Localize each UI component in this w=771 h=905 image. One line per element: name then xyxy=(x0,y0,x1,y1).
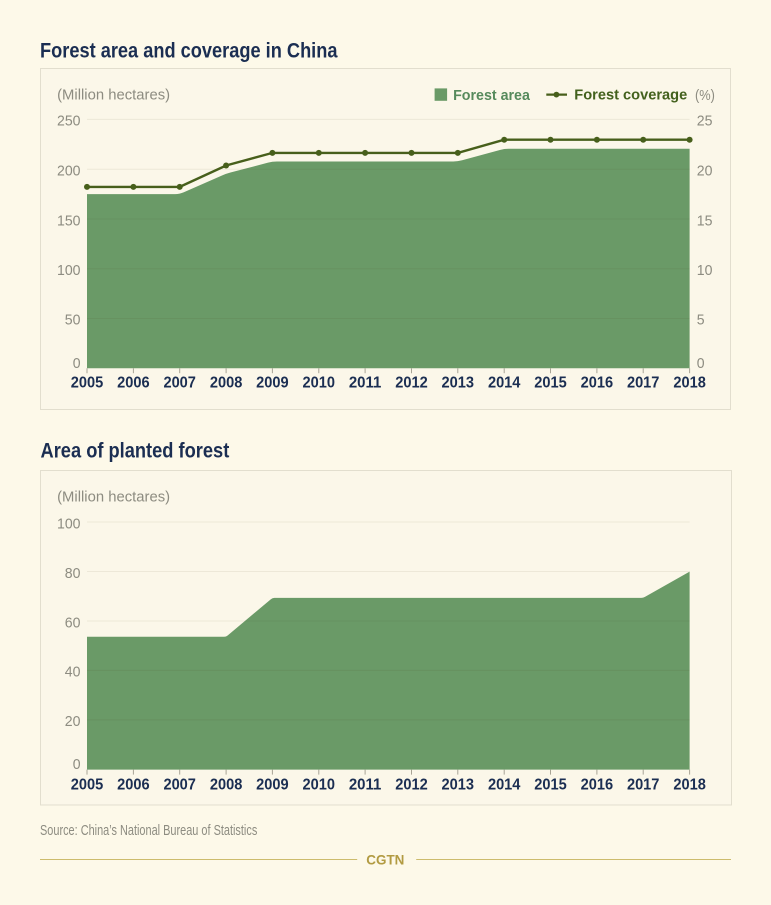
svg-text:2012: 2012 xyxy=(395,777,428,794)
svg-text:2014: 2014 xyxy=(488,375,521,392)
svg-text:150: 150 xyxy=(57,212,81,229)
svg-text:CGTN: CGTN xyxy=(366,852,404,868)
svg-text:2006: 2006 xyxy=(117,777,150,794)
svg-text:Forest area: Forest area xyxy=(453,87,530,104)
svg-text:20: 20 xyxy=(65,713,81,730)
svg-text:50: 50 xyxy=(65,312,81,329)
svg-text:2015: 2015 xyxy=(534,777,567,794)
svg-text:2017: 2017 xyxy=(627,375,660,392)
svg-text:2007: 2007 xyxy=(163,375,196,392)
svg-text:2018: 2018 xyxy=(673,777,706,794)
svg-text:Forest area and coverage in Ch: Forest area and coverage in China xyxy=(40,40,338,63)
svg-text:2010: 2010 xyxy=(303,777,336,794)
svg-text:15: 15 xyxy=(697,212,713,229)
svg-text:200: 200 xyxy=(57,163,81,180)
svg-text:2011: 2011 xyxy=(349,375,382,392)
svg-text:2013: 2013 xyxy=(442,375,475,392)
svg-text:100: 100 xyxy=(57,262,81,279)
svg-text:0: 0 xyxy=(697,355,705,372)
svg-text:2014: 2014 xyxy=(488,777,521,794)
svg-text:(%): (%) xyxy=(695,88,715,104)
svg-text:2017: 2017 xyxy=(627,777,660,794)
svg-text:20: 20 xyxy=(697,163,713,180)
svg-text:Forest coverage: Forest coverage xyxy=(574,87,687,104)
svg-text:2011: 2011 xyxy=(349,777,382,794)
svg-text:2012: 2012 xyxy=(395,375,428,392)
svg-text:2009: 2009 xyxy=(256,777,289,794)
svg-text:2015: 2015 xyxy=(534,375,567,392)
svg-text:80: 80 xyxy=(65,565,81,582)
svg-text:2006: 2006 xyxy=(117,375,150,392)
svg-text:25: 25 xyxy=(697,113,713,130)
svg-text:100: 100 xyxy=(57,515,81,532)
svg-text:60: 60 xyxy=(65,614,81,631)
svg-text:250: 250 xyxy=(57,113,81,130)
svg-text:Area of planted forest: Area of planted forest xyxy=(41,440,230,463)
svg-text:2016: 2016 xyxy=(581,375,614,392)
svg-text:2005: 2005 xyxy=(71,777,104,794)
svg-text:0: 0 xyxy=(73,355,81,372)
svg-text:40: 40 xyxy=(65,664,81,681)
svg-text:2010: 2010 xyxy=(303,375,336,392)
svg-text:2007: 2007 xyxy=(163,777,196,794)
svg-text:5: 5 xyxy=(697,312,705,329)
svg-text:2018: 2018 xyxy=(673,375,706,392)
svg-text:(Million hectares): (Million hectares) xyxy=(57,489,170,505)
svg-text:2008: 2008 xyxy=(210,777,243,794)
svg-text:Source: China’s National Burea: Source: China’s National Bureau of Stati… xyxy=(40,823,257,839)
svg-text:2016: 2016 xyxy=(581,777,614,794)
svg-text:2013: 2013 xyxy=(442,777,475,794)
svg-text:2005: 2005 xyxy=(71,375,104,392)
svg-text:10: 10 xyxy=(697,262,713,279)
svg-text:(Million hectares): (Million hectares) xyxy=(57,87,170,103)
svg-text:2008: 2008 xyxy=(210,375,243,392)
svg-text:2009: 2009 xyxy=(256,375,289,392)
svg-text:0: 0 xyxy=(73,756,81,773)
